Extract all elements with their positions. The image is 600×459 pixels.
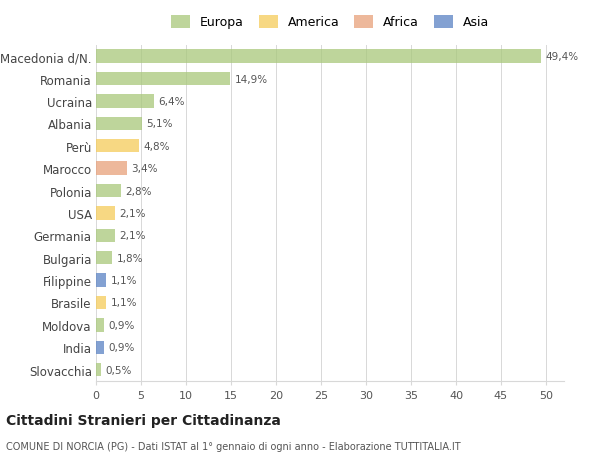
Bar (96, 118, 142, 131)
Bar (96, 274, 106, 287)
Bar (96, 229, 115, 242)
Text: 14,9%: 14,9% (235, 74, 268, 84)
Bar (96, 50, 541, 64)
Bar (96, 341, 104, 354)
Text: 5,1%: 5,1% (146, 119, 173, 129)
Text: 0,9%: 0,9% (109, 342, 135, 353)
Text: 1,1%: 1,1% (110, 298, 137, 308)
Text: 4,8%: 4,8% (144, 141, 170, 151)
Legend: Europa, America, Africa, Asia: Europa, America, Africa, Asia (167, 12, 493, 33)
Bar (96, 185, 121, 198)
Text: 1,8%: 1,8% (116, 253, 143, 263)
Text: 1,1%: 1,1% (110, 275, 137, 285)
Bar (96, 140, 139, 153)
Text: 49,4%: 49,4% (545, 52, 578, 62)
Bar (96, 252, 112, 265)
Text: 6,4%: 6,4% (158, 97, 185, 107)
Bar (96, 95, 154, 108)
Text: 2,8%: 2,8% (126, 186, 152, 196)
Text: 2,1%: 2,1% (119, 231, 146, 241)
Bar (96, 73, 230, 86)
Bar (96, 363, 101, 376)
Text: COMUNE DI NORCIA (PG) - Dati ISTAT al 1° gennaio di ogni anno - Elaborazione TUT: COMUNE DI NORCIA (PG) - Dati ISTAT al 1°… (6, 441, 461, 451)
Bar (96, 296, 106, 309)
Text: 3,4%: 3,4% (131, 164, 158, 174)
Text: 0,5%: 0,5% (105, 365, 131, 375)
Text: 2,1%: 2,1% (119, 208, 146, 218)
Text: Cittadini Stranieri per Cittadinanza: Cittadini Stranieri per Cittadinanza (6, 413, 281, 427)
Bar (96, 162, 127, 175)
Bar (96, 207, 115, 220)
Text: 0,9%: 0,9% (109, 320, 135, 330)
Bar (96, 319, 104, 332)
